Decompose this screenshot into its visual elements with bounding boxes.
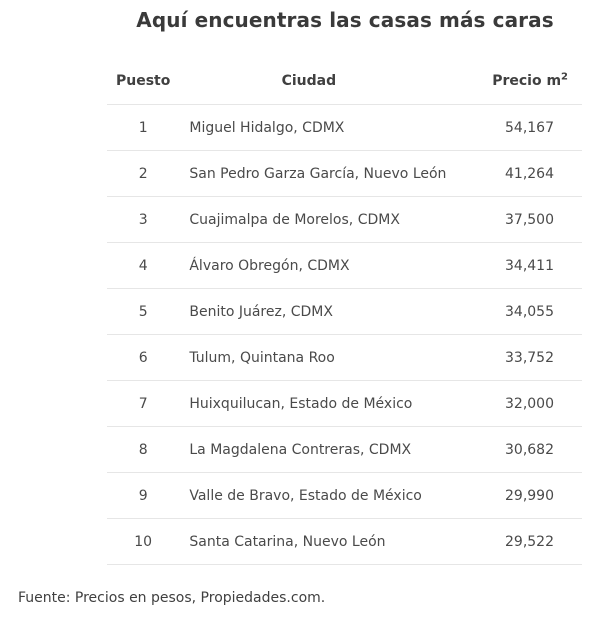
table-row: 4 Álvaro Obregón, CDMX 34,411 [107,242,582,289]
row-rank: 2 [107,150,180,197]
table-row: 3 Cuajimalpa de Morelos, CDMX 37,500 [107,196,582,243]
row-rank: 6 [107,334,180,381]
row-price: 54,167 [458,104,582,151]
row-price: 34,411 [458,242,582,289]
row-price: 37,500 [458,196,582,243]
header-price-label: Precio m [492,73,562,89]
header-rank: Puesto [107,58,180,105]
row-city: Álvaro Obregón, CDMX [179,242,459,289]
row-rank: 4 [107,242,180,289]
row-city: Santa Catarina, Nuevo León [179,518,459,565]
row-rank: 3 [107,196,180,243]
row-city: Huixquilucan, Estado de México [179,380,459,427]
row-rank: 5 [107,288,180,335]
header-price: Precio m2 [458,58,582,105]
row-price: 30,682 [458,426,582,473]
row-rank: 9 [107,472,180,519]
row-rank: 8 [107,426,180,473]
row-city: La Magdalena Contreras, CDMX [179,426,459,473]
row-city: San Pedro Garza García, Nuevo León [179,150,459,197]
row-city: Cuajimalpa de Morelos, CDMX [179,196,459,243]
price-table: Puesto Ciudad Precio m2 1 Miguel Hidalgo… [107,58,582,565]
row-rank: 10 [107,518,180,565]
table-row: 6 Tulum, Quintana Roo 33,752 [107,334,582,381]
row-price: 41,264 [458,150,582,197]
source-footnote: Fuente: Precios en pesos, Propiedades.co… [18,590,326,606]
row-rank: 7 [107,380,180,427]
table-row: 9 Valle de Bravo, Estado de México 29,99… [107,472,582,519]
table-row: 7 Huixquilucan, Estado de México 32,000 [107,380,582,427]
header-city: Ciudad [179,58,459,105]
row-city: Tulum, Quintana Roo [179,334,459,381]
table-row: 8 La Magdalena Contreras, CDMX 30,682 [107,426,582,473]
table-row: 10 Santa Catarina, Nuevo León 29,522 [107,518,582,565]
row-price: 34,055 [458,288,582,335]
row-rank: 1 [107,104,180,151]
table-header-row: Puesto Ciudad Precio m2 [107,58,582,105]
row-price: 32,000 [458,380,582,427]
row-price: 29,990 [458,472,582,519]
table-row: 1 Miguel Hidalgo, CDMX 54,167 [107,104,582,151]
page-title: Aquí encuentras las casas más caras [136,8,554,32]
row-city: Benito Juárez, CDMX [179,288,459,335]
table-row: 5 Benito Juárez, CDMX 34,055 [107,288,582,335]
row-city: Miguel Hidalgo, CDMX [179,104,459,151]
row-price: 33,752 [458,334,582,381]
row-price: 29,522 [458,518,582,565]
row-city: Valle de Bravo, Estado de México [179,472,459,519]
header-price-superscript: 2 [561,71,568,83]
table-row: 2 San Pedro Garza García, Nuevo León 41,… [107,150,582,197]
